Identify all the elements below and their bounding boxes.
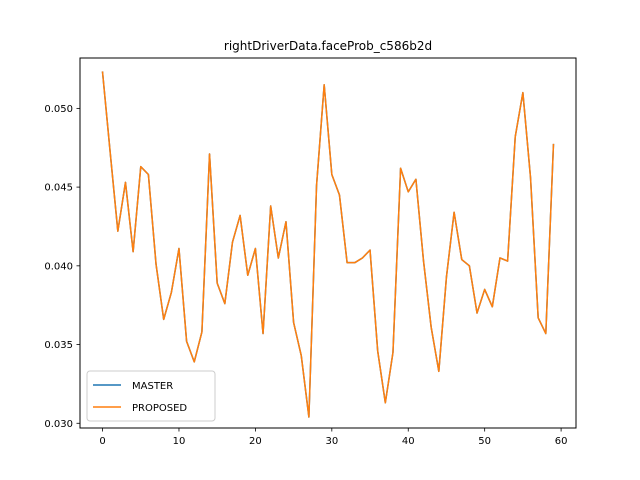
legend: MASTER PROPOSED	[86, 370, 216, 422]
axes-frame	[79, 57, 577, 429]
y-tick-label: 0.045	[44, 183, 73, 194]
y-axis: 0.030 0.035 0.040 0.045 0.050	[44, 104, 80, 430]
x-tick-label: 0	[99, 436, 105, 447]
chart-title: rightDriverData.faceProb_c586b2d	[224, 39, 432, 53]
x-tick-label: 50	[478, 436, 491, 447]
x-tick-label: 30	[325, 436, 338, 447]
x-tick-label: 20	[249, 436, 262, 447]
legend-box	[86, 370, 216, 422]
plot-area	[80, 58, 576, 428]
x-axis: 0 10 20 30 40 50 60	[99, 428, 567, 447]
series-group	[101, 71, 555, 418]
x-tick-label: 60	[555, 436, 568, 447]
legend-label-proposed: PROPOSED	[132, 403, 187, 414]
y-tick-label: 0.030	[44, 419, 73, 430]
x-tick-label: 40	[402, 436, 415, 447]
y-tick-label: 0.035	[44, 340, 73, 351]
y-tick-label: 0.050	[44, 104, 73, 115]
legend-label-master: MASTER	[132, 381, 173, 392]
x-tick-label: 10	[173, 436, 186, 447]
y-tick-label: 0.040	[44, 261, 73, 272]
series-line-proposed	[101, 71, 555, 418]
